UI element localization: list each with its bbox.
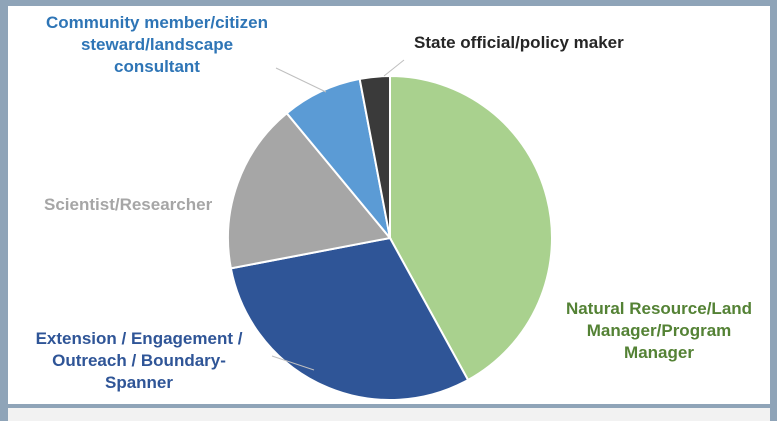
- slice-scientist-researcher: [227, 111, 392, 270]
- label-community-member: Community member/citizen steward/landsca…: [46, 13, 268, 76]
- chart-panel: Community member/citizen steward/landsca…: [8, 6, 770, 404]
- label-natural-resource: Natural Resource/Land Manager/Program Ma…: [565, 299, 753, 362]
- slice-extension-engagement: [229, 236, 470, 401]
- bottom-strip: [8, 408, 770, 421]
- label-scientist-researcher: Scientist/Researcher: [44, 195, 213, 214]
- leader-line-extension: [271, 355, 315, 371]
- label-state-official: State official/policy maker: [414, 33, 624, 52]
- slice-natural-resource: [389, 74, 553, 382]
- pie-chart: [227, 59, 553, 401]
- slice-state-official: [358, 74, 391, 239]
- leader-line-community: [275, 67, 327, 93]
- label-extension-engagement: Extension / Engagement / Outreach / Boun…: [35, 329, 243, 392]
- leader-line-state: [383, 59, 405, 77]
